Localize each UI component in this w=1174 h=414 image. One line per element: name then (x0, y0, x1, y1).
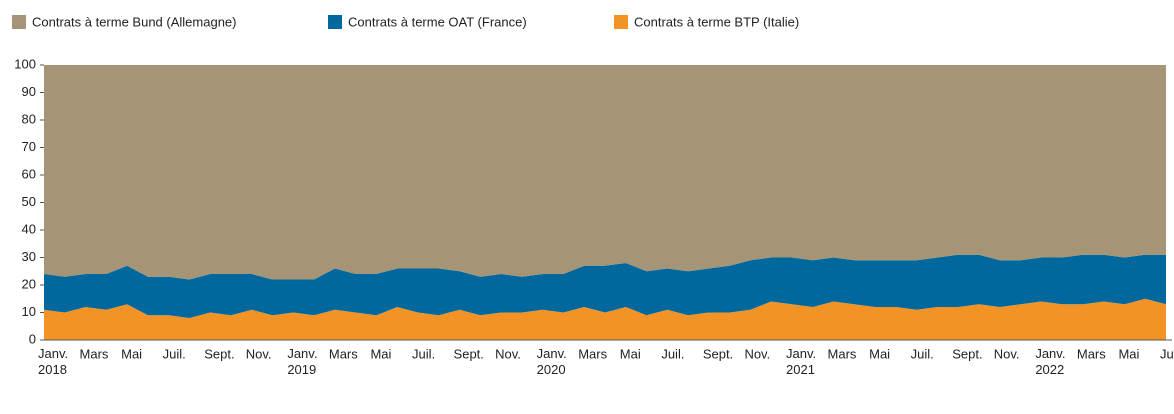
x-tick-label: Nov. (246, 346, 272, 361)
y-tick-label: 40 (22, 221, 36, 236)
y-tick-label: 30 (22, 249, 36, 264)
x-tick-label: Mars (828, 346, 857, 361)
x-tick-label-line: 2019 (287, 362, 316, 377)
x-tick-label: Nov. (495, 346, 521, 361)
area (44, 65, 1166, 280)
legend-label: Contrats à terme BTP (Italie) (634, 14, 799, 29)
x-tick-label: Mars (80, 346, 109, 361)
y-tick-label: 20 (22, 276, 36, 291)
x-tick-label-line: Janv. (287, 346, 317, 361)
x-tick-label: Mai (620, 346, 641, 361)
x-tick-label: Nov. (994, 346, 1020, 361)
y-tick-label: 50 (22, 194, 36, 209)
x-tick-label: Sept. (454, 346, 484, 361)
y-tick-label: 90 (22, 84, 36, 99)
y-tick-label: 80 (22, 111, 36, 126)
x-tick-label: Juil. (1160, 346, 1174, 361)
legend-swatch (614, 15, 628, 29)
x-tick-label: Mars (1077, 346, 1106, 361)
x-tick-label-line: Janv. (537, 346, 567, 361)
legend-swatch (12, 15, 26, 29)
x-tick-label: Mars (329, 346, 358, 361)
x-tick-label: Sept. (204, 346, 234, 361)
x-tick-label: Mai (869, 346, 890, 361)
x-tick-label: Janv. 2022 (1035, 346, 1065, 377)
legend-label: Contrats à terme Bund (Allemagne) (32, 14, 236, 29)
x-tick-label-line: 2022 (1035, 362, 1064, 377)
x-tick-label: Juil. (163, 346, 186, 361)
y-tick-label: 100 (14, 56, 36, 71)
y-tick-label: 0 (29, 331, 36, 346)
x-tick-label: Janv. 2020 (537, 346, 567, 377)
legend-swatch (328, 15, 342, 29)
x-tick-label: Mai (370, 346, 391, 361)
area (44, 298, 1166, 340)
area (44, 254, 1166, 318)
x-tick-label-line: Janv. (38, 346, 68, 361)
x-tick-label: Juil. (911, 346, 934, 361)
x-tick-label: Sept. (952, 346, 982, 361)
x-tick-label: Janv. 2021 (786, 346, 816, 377)
x-tick-label: Juil. (412, 346, 435, 361)
y-tick-label: 10 (22, 304, 36, 319)
x-tick-label: Janv. 2018 (38, 346, 68, 377)
y-tick-label: 60 (22, 166, 36, 181)
x-tick-label-line: Janv. (1035, 346, 1065, 361)
x-tick-label: Juil. (661, 346, 684, 361)
x-tick-label-line: 2018 (38, 362, 67, 377)
x-tick-label: Nov. (744, 346, 770, 361)
x-tick-label-line: 2020 (537, 362, 566, 377)
x-tick-label: Mai (121, 346, 142, 361)
x-tick-label: Mars (578, 346, 607, 361)
x-tick-label: Mai (1118, 346, 1139, 361)
y-tick-label: 70 (22, 139, 36, 154)
x-tick-label: Sept. (703, 346, 733, 361)
x-tick-label-line: 2021 (786, 362, 815, 377)
x-tick-label-line: Janv. (786, 346, 816, 361)
x-tick-label: Janv. 2019 (287, 346, 317, 377)
legend-label: Contrats à terme OAT (France) (348, 14, 527, 29)
